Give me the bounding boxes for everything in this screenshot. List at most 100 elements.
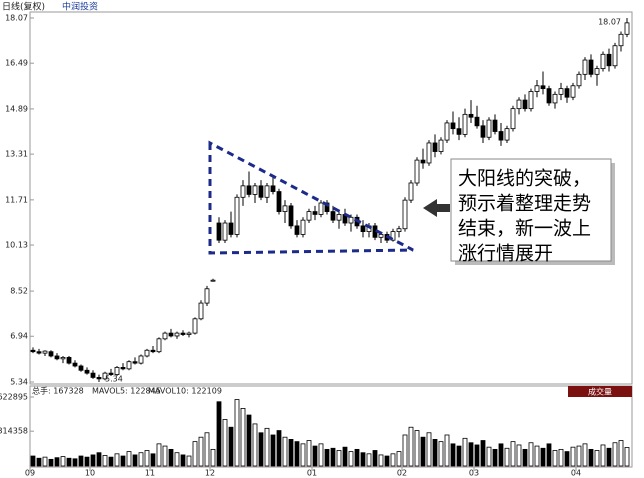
volume-bar bbox=[450, 443, 456, 467]
candle-body bbox=[210, 279, 216, 282]
volume-bar bbox=[528, 442, 534, 467]
volume-bar bbox=[564, 451, 570, 467]
volume-bar bbox=[474, 444, 480, 467]
x-tick-label: 09 bbox=[25, 469, 35, 478]
callout-line: 大阳线的突破， bbox=[458, 168, 591, 190]
volume-bar bbox=[174, 452, 180, 467]
candle-body bbox=[246, 185, 252, 195]
volume-bar bbox=[354, 448, 360, 467]
volume-bar bbox=[384, 455, 390, 467]
candle-body bbox=[216, 222, 222, 241]
x-tick-label: 11 bbox=[145, 469, 155, 478]
volume-bar bbox=[228, 426, 234, 467]
volume-bar bbox=[198, 436, 204, 467]
candle-body bbox=[480, 125, 486, 138]
candle-body bbox=[546, 88, 552, 104]
candle-body bbox=[96, 377, 102, 380]
candle-body bbox=[570, 85, 576, 98]
volume-bar bbox=[468, 442, 474, 467]
volume-bar bbox=[204, 432, 210, 467]
volume-bar bbox=[348, 451, 354, 467]
volume-bar bbox=[66, 457, 72, 467]
volume-bar bbox=[420, 436, 426, 467]
volume-bar bbox=[594, 450, 600, 467]
volume-total: 总手: 167328 bbox=[32, 386, 84, 396]
candle-body bbox=[300, 219, 306, 235]
candle-body bbox=[186, 332, 192, 335]
volume-bar bbox=[318, 443, 324, 467]
volume-bar bbox=[168, 448, 174, 467]
volume-button-label[interactable]: 成交量 bbox=[588, 387, 612, 397]
volume-bar bbox=[270, 434, 276, 467]
volume-bar bbox=[180, 454, 186, 467]
y-tick-label: 13.31 bbox=[5, 150, 28, 159]
volume-bar bbox=[186, 455, 192, 467]
volume-bar bbox=[576, 445, 582, 467]
volume-button[interactable] bbox=[568, 386, 632, 397]
callout: 大阳线的突破， 预示着整理走势 结束，新一波上 涨行情展开 bbox=[450, 158, 615, 265]
candle-body bbox=[492, 119, 498, 132]
candle-body bbox=[270, 185, 276, 192]
candle-body bbox=[264, 185, 270, 198]
volume-bar bbox=[570, 446, 576, 467]
candle-body bbox=[294, 225, 300, 235]
candle-body bbox=[402, 199, 408, 230]
volume-bar bbox=[522, 448, 528, 467]
volume-bar bbox=[282, 436, 288, 467]
candle-body bbox=[348, 216, 354, 224]
candle-body bbox=[198, 302, 204, 320]
x-tick-label: 04 bbox=[571, 469, 581, 478]
candle-body bbox=[120, 367, 126, 370]
volume-bar bbox=[510, 441, 516, 467]
mavol5: MAVOL5: 122845 bbox=[92, 387, 161, 396]
y-tick-label: 10.13 bbox=[5, 241, 28, 250]
candle-body bbox=[222, 222, 228, 241]
volume-bar bbox=[126, 451, 132, 467]
candle-body bbox=[504, 128, 510, 141]
candle-body bbox=[42, 350, 48, 354]
x-tick-label: 12 bbox=[205, 469, 215, 478]
candle-body bbox=[192, 318, 198, 334]
candle-body bbox=[498, 131, 504, 141]
candle-body bbox=[450, 122, 456, 130]
candle-body bbox=[78, 365, 84, 371]
volume-bar bbox=[234, 399, 240, 467]
callout-line: 预示着整理走势 bbox=[458, 193, 591, 215]
volume-bar bbox=[312, 445, 318, 467]
candle-body bbox=[516, 99, 522, 110]
y-tick-label: 8.52 bbox=[10, 287, 28, 296]
volume-bar bbox=[336, 450, 342, 467]
volume-bar bbox=[378, 454, 384, 467]
candle-body bbox=[54, 355, 60, 360]
volume-bar bbox=[606, 447, 612, 467]
volume-bar bbox=[210, 448, 216, 467]
candle-body bbox=[618, 33, 624, 47]
volume-bar bbox=[294, 441, 300, 467]
volume-bar bbox=[486, 446, 492, 467]
volume-bar bbox=[480, 440, 486, 467]
candle-body bbox=[84, 369, 90, 374]
volume-bar bbox=[372, 450, 378, 467]
candle-body bbox=[66, 357, 72, 364]
candle-body bbox=[396, 228, 402, 232]
candle-body bbox=[168, 332, 174, 337]
volume-bar bbox=[192, 441, 198, 467]
candle-body bbox=[456, 128, 462, 135]
candle-body bbox=[234, 196, 240, 235]
y-tick-label: 18.07 bbox=[5, 14, 28, 23]
candle-body bbox=[258, 185, 264, 198]
callout-box bbox=[450, 158, 612, 262]
candle-body bbox=[138, 355, 144, 364]
volume-bar bbox=[276, 430, 282, 467]
candle-body bbox=[486, 119, 492, 138]
volume-bar bbox=[360, 452, 366, 467]
candle-body bbox=[612, 45, 618, 67]
candle-body bbox=[60, 357, 66, 360]
volume-bar bbox=[324, 448, 330, 467]
candle-body bbox=[252, 185, 258, 195]
volume-bar bbox=[162, 445, 168, 467]
volume-bar bbox=[408, 426, 414, 467]
candle-body bbox=[522, 99, 528, 110]
candle-body bbox=[180, 332, 186, 335]
candle-body bbox=[108, 372, 114, 375]
